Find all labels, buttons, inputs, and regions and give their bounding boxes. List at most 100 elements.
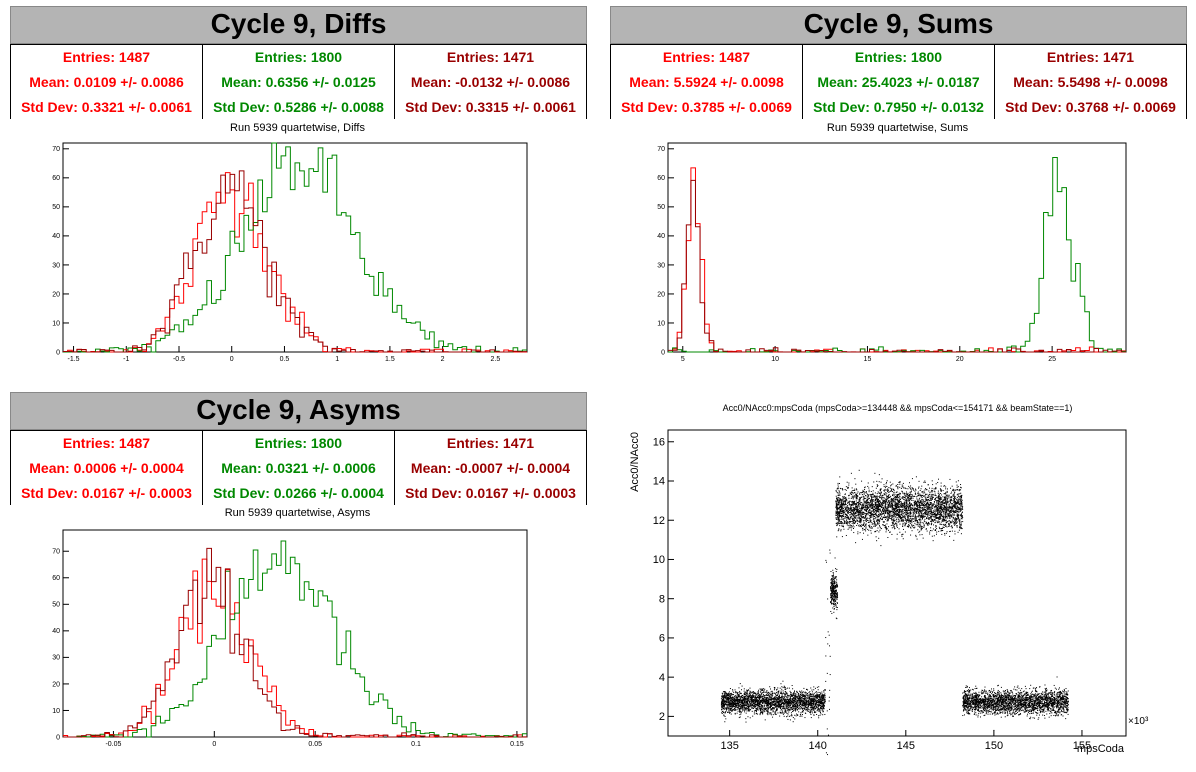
scatter-point: [895, 518, 897, 520]
scatter-point: [761, 705, 763, 707]
scatter-point: [910, 518, 912, 520]
scatter-point: [769, 698, 771, 700]
scatter-point: [783, 696, 785, 698]
scatter-point: [757, 709, 759, 711]
scatter-point: [870, 507, 872, 509]
scatter-point: [750, 700, 752, 702]
scatter-point: [784, 709, 786, 711]
scatter-point: [918, 503, 920, 505]
scatter-point: [771, 692, 773, 694]
scatter-point: [911, 515, 913, 517]
scatter-point: [769, 706, 771, 708]
scatter-point: [725, 718, 727, 720]
scatter-point: [895, 485, 897, 487]
scatter-point: [830, 596, 832, 598]
scatter-point: [917, 495, 919, 497]
scatter-point: [746, 693, 748, 695]
scatter-point: [816, 697, 818, 699]
scatter-point: [783, 702, 785, 704]
scatter-point: [931, 522, 933, 524]
scatter-point: [863, 517, 865, 519]
scatter-point: [723, 696, 725, 698]
scatter-point: [921, 527, 923, 529]
scatter-point: [959, 501, 961, 503]
scatter-point: [821, 691, 823, 693]
scatter-point: [834, 591, 836, 593]
scatter-point: [840, 488, 842, 490]
scatter-point: [803, 699, 805, 701]
scatter-point: [839, 522, 841, 524]
scatter-point: [778, 695, 780, 697]
scatter-point: [926, 517, 928, 519]
scatter-point: [836, 592, 838, 594]
scatter-point: [845, 534, 847, 536]
scatter-point: [777, 701, 779, 703]
scatter-point: [789, 697, 791, 699]
scatter-point: [951, 505, 953, 507]
scatter-point: [882, 499, 884, 501]
scatter-point: [869, 518, 871, 520]
scatter-point: [818, 700, 820, 702]
scatter-point: [732, 694, 734, 696]
scatter-point: [914, 504, 916, 506]
scatter-point: [934, 506, 936, 508]
scatter-point: [839, 494, 841, 496]
scatter-point: [767, 711, 769, 713]
scatter-point: [943, 499, 945, 501]
scatter-point: [737, 710, 739, 712]
scatter-point: [790, 715, 792, 717]
scatter-point: [867, 507, 869, 509]
scatter-point: [727, 698, 729, 700]
scatter-point: [739, 705, 741, 707]
scatter-point: [907, 519, 909, 521]
scatter-point: [728, 695, 730, 697]
scatter-point: [812, 700, 814, 702]
scatter-point: [832, 603, 834, 605]
scatter-point: [762, 712, 764, 714]
scatter-point: [746, 710, 748, 712]
scatter-point: [878, 501, 880, 503]
scatter-point: [860, 507, 862, 509]
scatter-point: [865, 525, 867, 527]
scatter-point: [740, 713, 742, 715]
scatter-point: [792, 721, 794, 723]
scatter-point: [807, 708, 809, 710]
scatter-point: [939, 518, 941, 520]
scatter-point: [876, 508, 878, 510]
scatter-point: [871, 516, 873, 518]
scatter-point: [893, 507, 895, 509]
scatter-point: [723, 700, 725, 702]
scatter-point: [888, 499, 890, 501]
scatter-point: [772, 703, 774, 705]
scatter-point: [944, 508, 946, 510]
scatter-point: [799, 702, 801, 704]
scatter-point: [767, 707, 769, 709]
scatter-point: [800, 706, 802, 708]
scatter-point: [760, 712, 762, 714]
scatter-point: [845, 507, 847, 509]
scatter-point: [815, 698, 817, 700]
scatter-point: [861, 510, 863, 512]
scatter-point: [920, 516, 922, 518]
scatter-point: [780, 683, 782, 685]
scatter-point: [810, 704, 812, 706]
histogram-series: [668, 167, 1126, 353]
scatter-point: [904, 503, 906, 505]
scatter-point: [923, 508, 925, 510]
scatter-point: [747, 706, 749, 708]
scatter-point: [760, 696, 762, 698]
scatter-point: [884, 509, 886, 511]
scatter-point: [872, 490, 874, 492]
scatter-point: [775, 710, 777, 712]
scatter-point: [887, 489, 889, 491]
scatter-point: [752, 702, 754, 704]
scatter-point: [906, 500, 908, 502]
scatter-point: [731, 699, 733, 701]
scatter-point: [725, 696, 727, 698]
scatter-point: [911, 522, 913, 524]
scatter-point: [774, 702, 776, 704]
scatter-point: [888, 494, 890, 496]
scatter-point: [757, 702, 759, 704]
scatter-point: [876, 510, 878, 512]
scatter-point: [936, 531, 938, 533]
